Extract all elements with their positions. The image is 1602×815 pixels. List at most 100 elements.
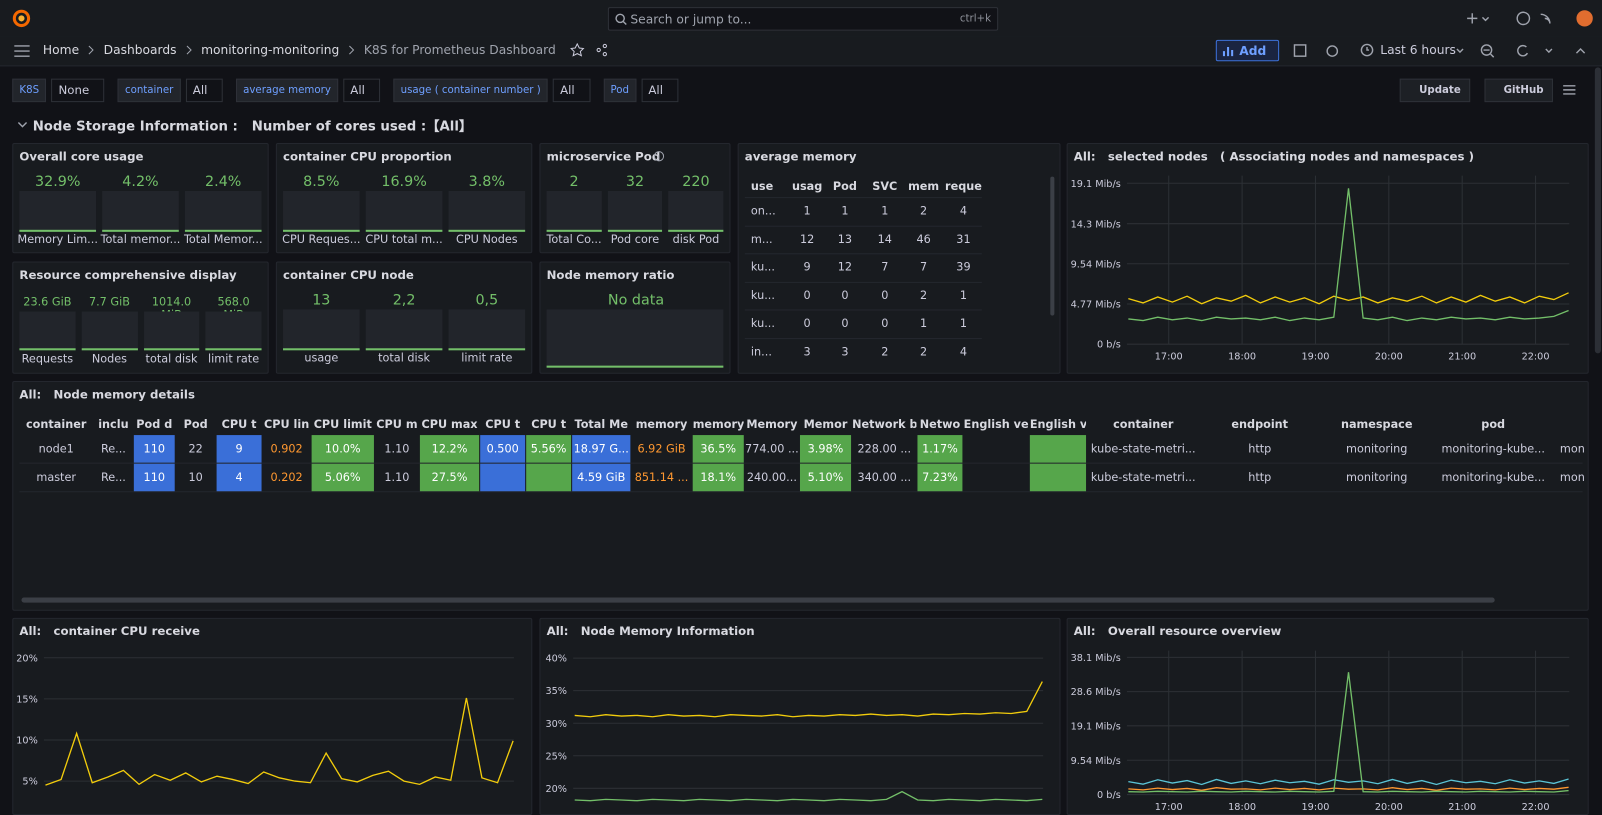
breadcrumb[interactable]: Dashboards <box>103 42 177 58</box>
table-cell: 0.902 <box>270 442 303 456</box>
table-cell: 0 <box>841 316 849 330</box>
table-cell: mon <box>1559 470 1585 485</box>
stat-value: 4.2% <box>122 173 159 190</box>
menu-icon[interactable] <box>1561 84 1577 98</box>
chart: 0 b/s 4.77 Mib/s 9.54 Mib/s 14.3 Mib/s 19.1 … <box>1071 175 1570 362</box>
table-header: Netwo <box>919 417 961 431</box>
table-cell: 5.56% <box>526 435 572 463</box>
row-title: Node Storage Information : Number of cor… <box>32 119 473 135</box>
table-cell: 7 <box>881 260 889 274</box>
link-button[interactable]: GitHub <box>1484 78 1553 103</box>
row-chevron[interactable] <box>16 119 28 129</box>
breadcrumb[interactable]: K8S for Prometheus Dashboard <box>363 42 556 58</box>
gauge <box>607 190 663 232</box>
y-tick-label: 9.54 Mib/s <box>1071 259 1121 270</box>
stat-label: Pod core <box>610 232 660 247</box>
stat-label: disk Pod <box>672 232 720 247</box>
table-header: Network b <box>852 417 917 431</box>
menu-icon[interactable] <box>13 44 31 58</box>
stat-label: Requests <box>21 352 74 366</box>
gauge <box>19 311 76 351</box>
table-row-line <box>19 462 1583 464</box>
table-cell: 5.06% <box>311 463 374 492</box>
table-cell: Re... <box>100 470 126 485</box>
table-cell: mon <box>1559 442 1585 456</box>
gauge <box>668 190 724 232</box>
scrollbar <box>1050 176 1055 316</box>
tool-icons[interactable] <box>1289 42 1350 60</box>
y-tick-label: 15% <box>16 694 38 705</box>
x-tick-label: 20:00 <box>1375 351 1403 362</box>
info-icon[interactable] <box>653 150 665 162</box>
table-cell: 0.202 <box>270 470 303 485</box>
y-tick-label: 0 b/s <box>1097 340 1121 351</box>
y-tick-label: 40% <box>545 654 567 665</box>
chart: 20% 25% 30% 35% 40% <box>545 654 1044 802</box>
table-cell: in... <box>750 344 772 358</box>
panel-title: Overall core usage <box>19 149 144 164</box>
series-line <box>1128 292 1569 305</box>
table-header: CPU limit <box>313 417 372 431</box>
table-cell: 4.59 GiB <box>572 463 631 492</box>
variable-label: K8S <box>12 78 47 103</box>
panel-title: microservice Pod <box>546 149 661 164</box>
table-header: usag <box>791 179 823 194</box>
table-row-line <box>744 309 982 311</box>
gauge <box>283 309 360 351</box>
table-cell: 2 <box>920 288 928 302</box>
table-cell: 0 <box>803 316 811 330</box>
table-cell <box>526 463 572 492</box>
search-placeholder: Search or jump to... <box>630 12 752 27</box>
table-cell: 7.23% <box>917 463 963 492</box>
x-tick-label: 18:00 <box>1228 351 1256 362</box>
table-cell: master <box>36 470 77 485</box>
table-row-line <box>744 225 982 227</box>
time-range[interactable]: Last 6 hours <box>1380 42 1456 58</box>
gauge <box>184 190 262 232</box>
variable-value[interactable]: All <box>185 78 223 103</box>
table-cell: m... <box>750 232 773 246</box>
variable-value[interactable]: All <box>343 78 381 103</box>
variable-value[interactable]: None <box>51 78 105 103</box>
star-share[interactable] <box>570 42 611 57</box>
separator <box>186 45 192 55</box>
add-button[interactable]: Add <box>1215 39 1280 62</box>
table-cell: 240.00... <box>746 470 797 485</box>
top-icons[interactable] <box>1466 9 1599 27</box>
breadcrumbs: Home Dashboards monitoring-monitoring K8S f… <box>42 42 611 58</box>
time-icons[interactable] <box>1455 43 1598 59</box>
table-cell: 1.17% <box>917 435 963 463</box>
table-cell: 1.10 <box>384 470 410 485</box>
breadcrumb[interactable]: monitoring-monitoring <box>201 42 340 58</box>
table-cell: 4 <box>216 463 262 492</box>
table-header: CPU t <box>531 417 567 431</box>
link-button[interactable]: Update <box>1399 78 1470 103</box>
panel: All: Overall resource overview 0 b/s 9.54 … <box>1066 617 1589 815</box>
stat-label: limit rate <box>461 351 513 365</box>
stat-label: CPU total m... <box>365 232 443 247</box>
gauge <box>448 190 526 232</box>
table-cell: 0.500 <box>480 435 526 463</box>
table-cell: monitoring-kube... <box>1441 442 1545 456</box>
y-tick-label: 4.77 Mib/s <box>1071 300 1121 311</box>
table-row-line <box>744 197 982 199</box>
table-cell: 1 <box>920 316 928 330</box>
stat-value: 16.9% <box>381 173 427 190</box>
x-tick-label: 20:00 <box>1375 802 1403 813</box>
stat-label: CPU Nodes <box>456 232 518 247</box>
x-tick-label: 19:00 <box>1301 351 1329 362</box>
search-box[interactable]: Search or jump to... ctrl+k <box>607 7 999 31</box>
table-cell: 3 <box>841 344 849 358</box>
breadcrumb[interactable]: Home <box>42 42 80 58</box>
separator <box>88 45 95 55</box>
table-row-line <box>744 337 982 339</box>
panel: All: selected nodes ( Associating nodes … <box>1066 142 1589 374</box>
table-header: Pod <box>183 417 208 431</box>
table-cell: 340.00 ... <box>857 470 912 485</box>
variable-value[interactable]: All <box>552 78 591 103</box>
variable-value[interactable]: All <box>641 78 679 103</box>
logo[interactable] <box>11 8 31 28</box>
table-cell: 9 <box>216 435 262 463</box>
table-cell: 3.98% <box>799 435 852 463</box>
